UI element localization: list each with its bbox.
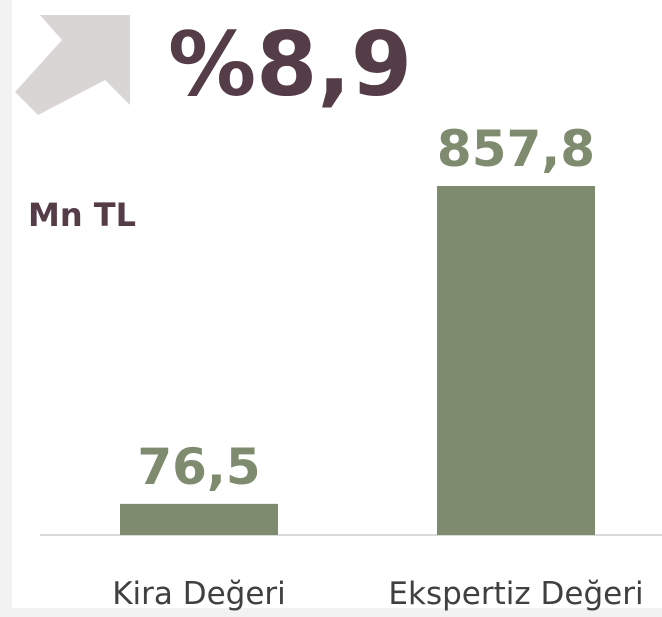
left-strip bbox=[0, 0, 12, 617]
unit-label: Mn TL bbox=[28, 196, 136, 234]
x-tick-label: Kira Değeri bbox=[112, 576, 286, 612]
data-label: 76,5 bbox=[137, 438, 260, 496]
bar bbox=[120, 503, 278, 535]
bottom-strip bbox=[0, 608, 662, 617]
data-label: 857,8 bbox=[437, 120, 595, 178]
x-tick-label: Ekspertiz Değeri bbox=[388, 576, 643, 612]
trend-arrow-icon bbox=[15, 15, 130, 115]
change-annotation: %8,9 bbox=[168, 13, 412, 116]
bar bbox=[437, 186, 595, 535]
